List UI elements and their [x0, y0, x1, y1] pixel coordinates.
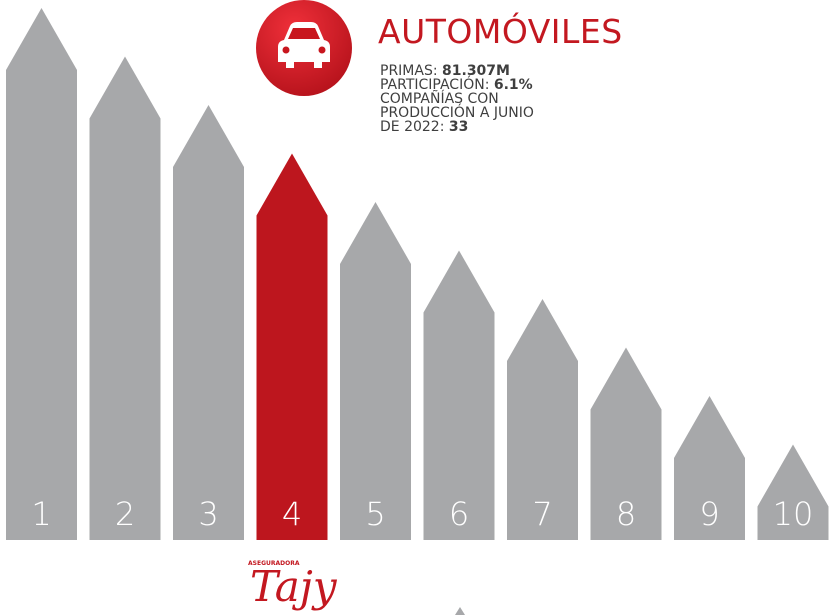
car-icon [278, 22, 330, 68]
rank-label: 5 [365, 495, 385, 533]
rank-column [757, 444, 829, 540]
rank-label: 3 [198, 495, 218, 533]
stat-label: PRIMAS: [380, 63, 438, 79]
rank-label: 4 [282, 495, 302, 533]
logo-name: Tajy [250, 562, 337, 611]
stat-value: 81.307M [442, 63, 510, 79]
rank-label: 10 [773, 495, 814, 533]
rank-column [6, 8, 77, 540]
rank-label: 9 [699, 495, 719, 533]
stat-label: PARTICIPACIÓN: [380, 77, 490, 93]
rank-column [340, 202, 411, 540]
stats: PRIMAS: 81.307M PARTICIPACIÓN: 6.1% COMPAÑ… [380, 64, 540, 134]
decor-triangle [455, 607, 465, 615]
rank-column [507, 299, 578, 540]
stat: COMPAÑÍAS CON PRODUCCIÓN A JUNIO DE 2022… [380, 92, 540, 134]
rank-column [89, 56, 161, 540]
rank-column [590, 347, 662, 540]
stat: PRIMAS: 81.307M [380, 64, 540, 78]
rank-label: 7 [532, 495, 552, 533]
rank-column [423, 250, 495, 540]
title: AUTOMÓVILES [378, 12, 623, 51]
logo-tagline: ASEGURADORA [248, 560, 300, 567]
stat-label: COMPAÑÍAS CON PRODUCCIÓN A JUNIO DE 2022… [380, 91, 534, 135]
rank-label: 6 [449, 495, 469, 533]
rank-column [674, 396, 745, 540]
rank-column [256, 153, 328, 540]
rank-label: 2 [115, 495, 135, 533]
stat: PARTICIPACIÓN: 6.1% [380, 78, 540, 92]
stat-value: 33 [448, 119, 469, 135]
rank-label: 8 [616, 495, 636, 533]
rank-label: 1 [31, 495, 51, 533]
columns: 1 2 3 4 5 6 7 8 9 10 [6, 8, 829, 540]
rank-column [173, 105, 244, 540]
stat-value: 6.1% [493, 77, 533, 93]
